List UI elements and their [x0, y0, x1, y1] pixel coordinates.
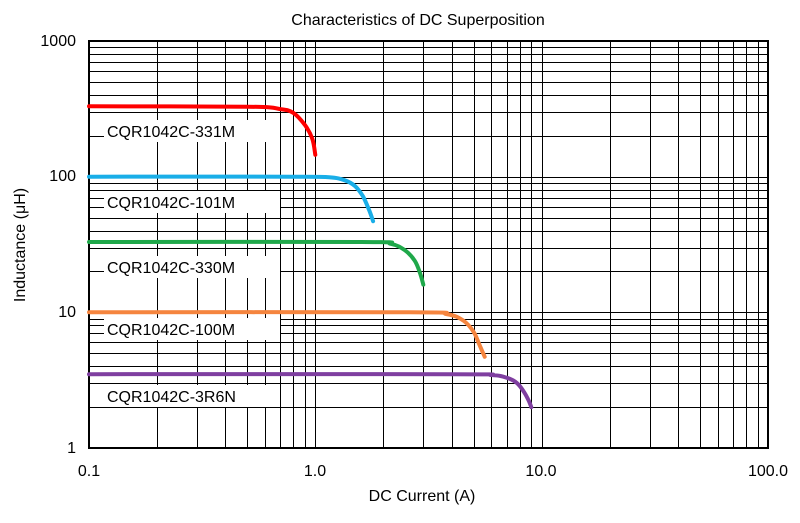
x-tick-label: 1.0 — [304, 463, 326, 480]
series-label-bg — [104, 191, 280, 213]
series-line-3 — [87, 310, 487, 359]
y-tick-label: 100 — [49, 168, 76, 185]
series-label: CQR1042C-100M — [107, 322, 235, 339]
x-axis-label: DC Current (A) — [369, 488, 476, 505]
series-line-4 — [87, 372, 534, 410]
series-line-1 — [87, 174, 376, 224]
y-tick-label: 1 — [67, 440, 76, 457]
plot-frame — [88, 40, 769, 449]
x-tick-label: 100.0 — [748, 463, 788, 480]
y-tick-label: 1000 — [40, 33, 76, 50]
series-lines — [87, 104, 534, 410]
chart-title: Characteristics of DC Superposition — [291, 12, 544, 29]
series-label: CQR1042C-3R6N — [107, 389, 236, 406]
series-line-2 — [87, 239, 426, 287]
x-tick-label: 0.1 — [78, 463, 100, 480]
series-label-bg — [104, 385, 280, 407]
series-label-bg — [104, 318, 280, 340]
x-tick-label: 10.0 — [525, 463, 556, 480]
series-label: CQR1042C-101M — [107, 195, 235, 212]
series-labels: CQR1042C-331M CQR1042C-101M CQR1042C-330… — [104, 120, 280, 407]
series-label: CQR1042C-330M — [107, 260, 235, 277]
series-label: CQR1042C-331M — [107, 124, 235, 141]
series-line-0 — [87, 104, 318, 157]
y-tick-label: 10 — [58, 304, 76, 321]
x-axis-ticks: 0.1 1.0 10.0 100.0 — [78, 463, 788, 480]
series-label-bg — [104, 120, 280, 142]
series-label-bg — [104, 256, 280, 278]
y-axis-label: Inductance (μH) — [12, 188, 29, 302]
y-axis-ticks: 1 10 100 1000 — [40, 33, 76, 457]
